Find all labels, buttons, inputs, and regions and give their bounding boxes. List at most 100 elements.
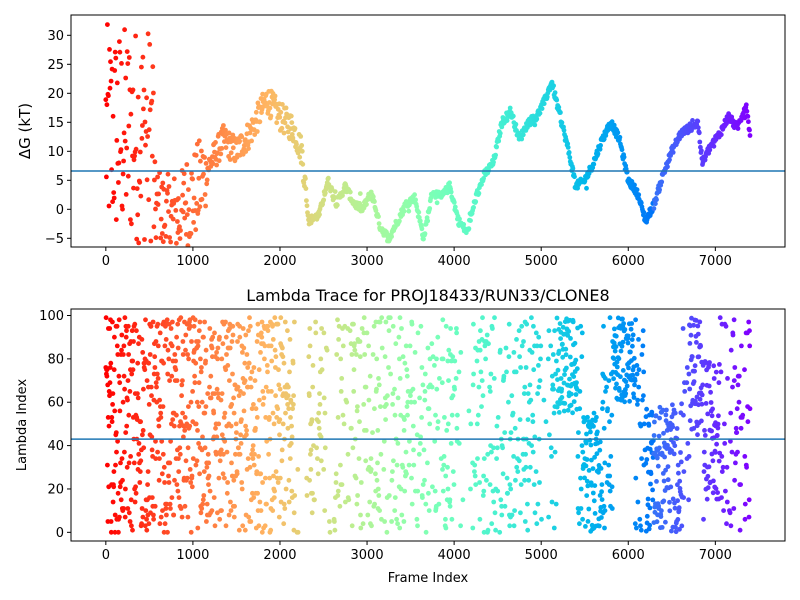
delta-g-point: [479, 182, 484, 188]
lambda-point: [355, 493, 360, 498]
delta-g-point: [559, 120, 565, 125]
lambda-point: [695, 331, 701, 337]
lambda-point: [239, 486, 245, 492]
lambda-point: [376, 382, 382, 388]
lambda-point: [601, 503, 607, 509]
lambda-point: [227, 345, 233, 351]
delta-g-point: [570, 166, 576, 171]
lambda-point: [736, 373, 742, 379]
lambda-point: [440, 356, 446, 362]
lambda-point: [557, 401, 563, 406]
lambda-point: [480, 493, 486, 498]
lambda-point: [228, 423, 234, 429]
lambda-point: [117, 484, 123, 490]
lambda-point: [240, 326, 246, 331]
delta-g-point: [468, 218, 473, 224]
lambda-point: [366, 397, 372, 403]
lambda-point: [358, 525, 364, 531]
lambda-point: [338, 462, 343, 468]
lambda-point: [282, 506, 288, 511]
lambda-point: [243, 332, 249, 338]
lambda-point: [332, 527, 338, 533]
delta-g-point: [497, 130, 503, 136]
lambda-point: [200, 501, 206, 507]
delta-g-point: [597, 146, 603, 152]
delta-g-point: [164, 198, 169, 204]
lambda-point: [734, 430, 740, 435]
delta-g-point: [199, 148, 204, 154]
lambda-point: [106, 423, 112, 429]
lambda-point: [347, 328, 353, 334]
lambda-point: [419, 365, 425, 370]
lambda-point: [578, 323, 584, 329]
lambda-point: [613, 333, 619, 339]
lambda-point: [572, 340, 578, 346]
lambda-point: [430, 484, 435, 490]
lambda-point: [633, 317, 638, 323]
delta-g-point: [189, 170, 194, 176]
lambda-point: [304, 493, 310, 498]
lambda-point: [646, 526, 652, 532]
delta-g-point: [193, 227, 199, 233]
lambda-point: [144, 378, 150, 383]
delta-g-point: [554, 97, 560, 103]
lambda-point: [279, 458, 285, 464]
lambda-point: [745, 419, 751, 425]
lambda-point: [153, 339, 159, 344]
lambda-point: [288, 415, 293, 420]
lambda-point: [652, 419, 657, 425]
lambda-point: [565, 333, 571, 338]
lambda-point: [195, 339, 201, 344]
lambda-point: [598, 466, 604, 471]
lambda-point: [535, 501, 541, 507]
lambda-point: [258, 471, 264, 477]
lambda-point: [321, 395, 327, 401]
lambda-point: [382, 354, 388, 360]
lambda-point: [580, 449, 586, 455]
lambda-point: [512, 425, 518, 431]
lambda-point: [525, 391, 531, 396]
lambda-point: [213, 425, 218, 431]
lambda-point: [196, 328, 202, 334]
delta-g-point: [370, 194, 376, 200]
lambda-point: [453, 376, 459, 381]
delta-g-point: [457, 216, 462, 222]
lambda-point: [164, 501, 170, 507]
delta-g-point: [121, 158, 126, 164]
delta-g-point: [598, 143, 603, 148]
x-tick-label: 6000: [612, 254, 645, 269]
delta-g-point: [199, 196, 205, 202]
lambda-point: [473, 482, 479, 487]
delta-g-axes-frame: [70, 14, 786, 248]
lambda-point: [162, 343, 168, 349]
lambda-point: [425, 460, 430, 466]
lambda-point: [251, 495, 257, 500]
lambda-point: [563, 352, 569, 358]
lambda-point: [322, 508, 328, 513]
lambda-point: [173, 367, 179, 373]
lambda-point: [644, 513, 650, 519]
lambda-point: [384, 529, 390, 535]
delta-g-point: [412, 192, 417, 198]
lambda-point: [568, 336, 573, 341]
delta-g-point: [122, 138, 128, 144]
lambda-point: [716, 413, 721, 419]
lambda-point: [205, 391, 211, 396]
delta-g-point: [155, 202, 161, 207]
lambda-point: [289, 488, 295, 494]
lambda-point: [149, 434, 155, 440]
delta-g-point: [510, 113, 516, 119]
lambda-point: [340, 412, 346, 418]
lambda-point: [352, 347, 358, 353]
lambda-point: [154, 371, 160, 377]
lambda-point: [592, 511, 598, 516]
lambda-point: [398, 486, 404, 492]
lambda-point: [695, 323, 701, 329]
lambda-point: [344, 399, 350, 405]
lambda-point: [536, 334, 542, 340]
lambda-point: [193, 360, 199, 366]
lambda-point: [589, 457, 594, 463]
lambda-point: [272, 488, 277, 494]
lambda-point: [308, 451, 313, 457]
lambda-point: [595, 429, 600, 435]
